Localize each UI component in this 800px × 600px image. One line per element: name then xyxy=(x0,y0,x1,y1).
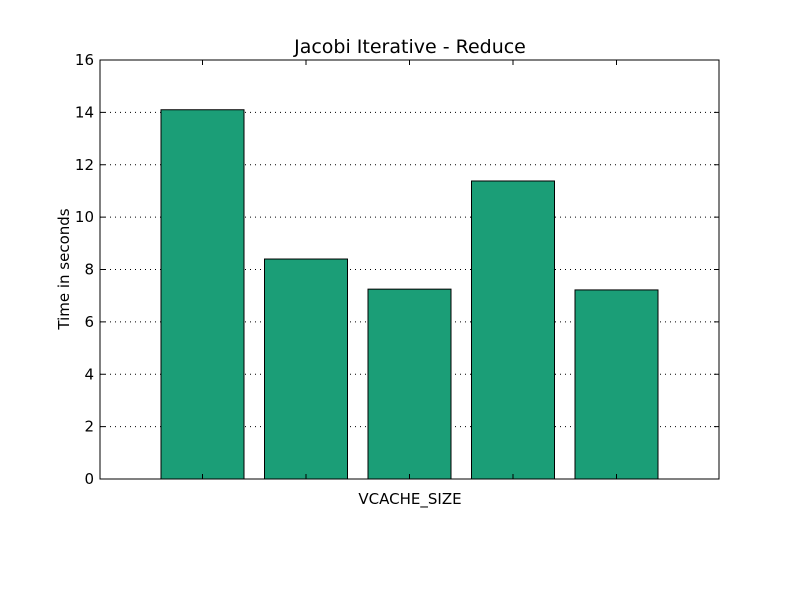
x-axis-ticks xyxy=(202,60,617,479)
y-axis-label: Time in seconds xyxy=(55,208,73,330)
y-tick-label: 4 xyxy=(84,365,94,383)
bar xyxy=(574,289,659,480)
y-tick-label: 14 xyxy=(75,103,94,121)
y-tick-label: 8 xyxy=(84,261,94,279)
bar xyxy=(160,109,245,480)
y-tick-label: 12 xyxy=(75,156,94,174)
y-axis-ticks: 0 2 4 6 8 10 12 14 16 xyxy=(75,51,719,488)
y-tick-label: 6 xyxy=(84,313,94,331)
y-tick-label: 0 xyxy=(84,470,94,488)
y-tick-label: 16 xyxy=(75,51,94,69)
x-axis-label: VCACHE_SIZE xyxy=(358,490,461,509)
bar xyxy=(471,180,555,480)
bar xyxy=(264,258,348,480)
y-tick-label: 2 xyxy=(84,418,94,436)
chart-title: Jacobi Iterative - Reduce xyxy=(293,36,526,58)
y-tick-label: 10 xyxy=(75,208,94,226)
bar xyxy=(367,288,452,480)
